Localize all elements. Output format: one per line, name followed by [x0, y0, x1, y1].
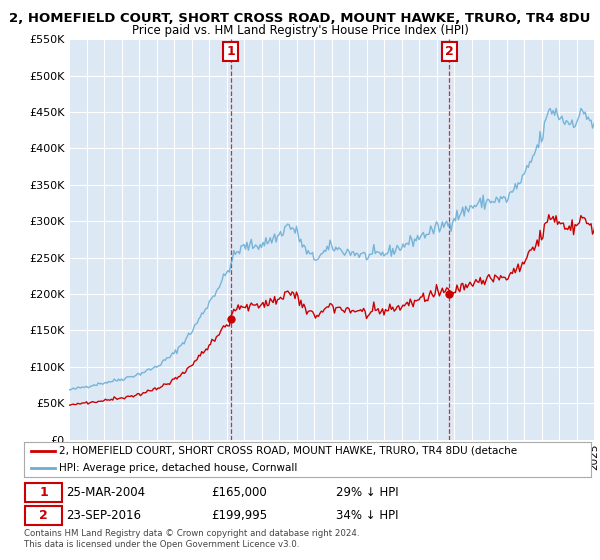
Text: 34% ↓ HPI: 34% ↓ HPI	[336, 510, 398, 522]
Text: 2: 2	[39, 510, 48, 522]
FancyBboxPatch shape	[25, 483, 62, 502]
Text: 1: 1	[226, 45, 235, 58]
Text: HPI: Average price, detached house, Cornwall: HPI: Average price, detached house, Corn…	[59, 463, 298, 473]
Text: Contains HM Land Registry data © Crown copyright and database right 2024.: Contains HM Land Registry data © Crown c…	[24, 529, 359, 538]
Text: 23-SEP-2016: 23-SEP-2016	[67, 510, 142, 522]
Text: 2, HOMEFIELD COURT, SHORT CROSS ROAD, MOUNT HAWKE, TRURO, TR4 8DU (detache: 2, HOMEFIELD COURT, SHORT CROSS ROAD, MO…	[59, 446, 517, 456]
Text: Price paid vs. HM Land Registry's House Price Index (HPI): Price paid vs. HM Land Registry's House …	[131, 24, 469, 37]
FancyBboxPatch shape	[25, 506, 62, 525]
Text: 25-MAR-2004: 25-MAR-2004	[67, 486, 146, 498]
Text: This data is licensed under the Open Government Licence v3.0.: This data is licensed under the Open Gov…	[24, 540, 299, 549]
Text: £199,995: £199,995	[211, 510, 267, 522]
Text: 1: 1	[39, 486, 48, 498]
Text: 29% ↓ HPI: 29% ↓ HPI	[336, 486, 398, 498]
Text: 2, HOMEFIELD COURT, SHORT CROSS ROAD, MOUNT HAWKE, TRURO, TR4 8DU: 2, HOMEFIELD COURT, SHORT CROSS ROAD, MO…	[10, 12, 590, 25]
Text: £165,000: £165,000	[211, 486, 267, 498]
Text: 2: 2	[445, 45, 454, 58]
